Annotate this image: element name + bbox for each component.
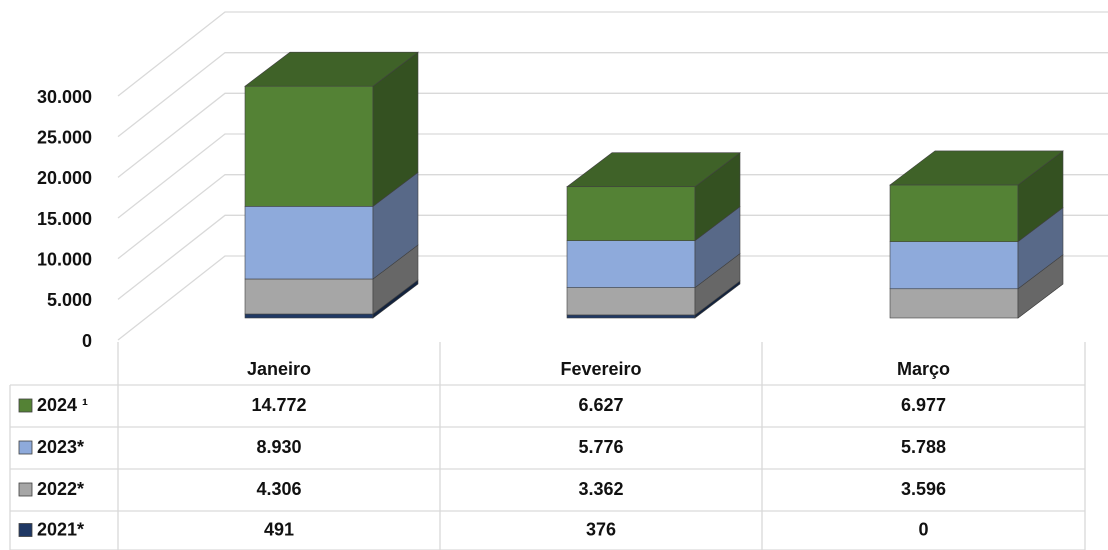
grid-line: [117, 174, 1108, 260]
table-value: 3.596: [901, 479, 946, 499]
table-value: 8.930: [256, 437, 301, 457]
grid-line: [117, 92, 1108, 178]
legend-label: 2024 ¹: [37, 395, 88, 415]
legend-key: [18, 482, 33, 497]
y-tick-label: 15.000: [37, 209, 92, 229]
grid-line: [117, 11, 1108, 97]
bar-front: [889, 241, 1019, 290]
bar-front: [244, 313, 374, 319]
y-tick-label: 25.000: [37, 127, 92, 147]
bar-front: [566, 186, 696, 241]
y-tick-label: 10.000: [37, 249, 92, 269]
y-tick-label: 20.000: [37, 168, 92, 188]
grid-line: [117, 133, 1108, 219]
table-value: 6.977: [901, 395, 946, 415]
table-value: 5.776: [578, 437, 623, 457]
y-tick-label: 30.000: [37, 87, 92, 107]
y-tick-label: 0: [82, 331, 92, 351]
legend-label: 2021*: [37, 519, 84, 539]
grid-line: [117, 255, 1108, 341]
table-value: 0: [918, 519, 928, 539]
bar-front: [889, 288, 1019, 319]
grid-line: [117, 52, 1108, 138]
bar-top: [244, 51, 419, 87]
bar-top: [566, 152, 741, 188]
table-value: 5.788: [901, 437, 946, 457]
legend-label: 2022*: [37, 479, 84, 499]
table-value: 3.362: [578, 479, 623, 499]
category-label: Fevereiro: [560, 359, 641, 379]
bar-front: [566, 287, 696, 316]
table-value: 491: [264, 519, 294, 539]
bar-front: [889, 184, 1019, 242]
category-label: Janeiro: [247, 359, 311, 379]
table-value: 6.627: [578, 395, 623, 415]
bar-front: [244, 85, 374, 207]
table-value: 376: [586, 519, 616, 539]
table-value: 14.772: [251, 395, 306, 415]
y-tick-label: 5.000: [47, 290, 92, 310]
bar-front: [566, 314, 696, 319]
grid-line: [117, 214, 1108, 300]
legend-key: [18, 398, 33, 413]
table-value: 4.306: [256, 479, 301, 499]
legend-key: [18, 440, 33, 455]
bar-front: [244, 278, 374, 315]
bar-front: [566, 240, 696, 288]
bar-top: [889, 150, 1064, 186]
category-label: Março: [897, 359, 950, 379]
bar-front: [244, 206, 374, 280]
legend-key: [18, 523, 33, 537]
legend-label: 2023*: [37, 437, 84, 457]
